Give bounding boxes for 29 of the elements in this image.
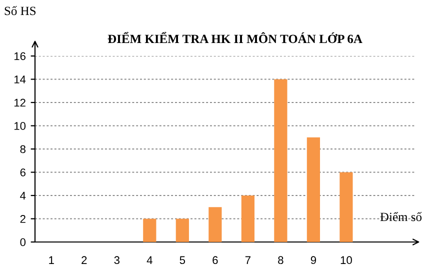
y-tick-label: 2 [20, 215, 26, 223]
bar [306, 137, 320, 242]
y-tick-label: 14 [14, 76, 26, 84]
x-tick-label: 9 [310, 256, 316, 264]
x-tick-label: 1 [49, 256, 54, 264]
bar [208, 207, 222, 242]
x-tick-label: 2 [82, 256, 87, 264]
x-tick-label: 8 [278, 256, 284, 264]
bar [143, 218, 156, 242]
bar [274, 79, 288, 242]
y-tick-label: 16 [14, 52, 26, 60]
y-axis-title: Số HS [4, 6, 36, 16]
x-tick-label: 4 [146, 256, 152, 264]
x-tick-label: 6 [212, 256, 218, 264]
bar [176, 218, 189, 242]
y-tick-label: 0 [20, 238, 26, 246]
x-axis-title: Điểm số [380, 212, 422, 222]
chart-title: ĐIỂM KIỂM TRA HK II MÔN TOÁN LỚP 6A [108, 32, 362, 44]
y-tick-label: 6 [20, 168, 26, 176]
bar [241, 196, 254, 242]
x-tick-label: 7 [245, 256, 250, 264]
y-tick-label: 12 [14, 98, 26, 107]
y-tick-label: 10 [14, 122, 26, 130]
bar [340, 172, 353, 242]
y-tick-label: 4 [20, 192, 26, 200]
x-tick-label: 10 [340, 256, 352, 264]
x-tick-label: 5 [180, 256, 186, 264]
x-tick-label: 3 [114, 256, 120, 264]
y-tick-label: 8 [20, 145, 26, 154]
